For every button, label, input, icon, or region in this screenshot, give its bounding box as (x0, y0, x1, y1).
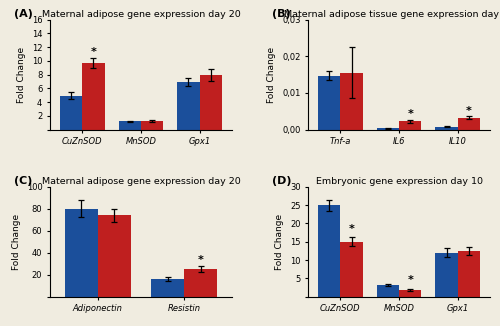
Text: (B): (B) (272, 8, 290, 19)
Text: *: * (348, 224, 354, 234)
Bar (118, 121, 141, 129)
Bar (98, 215, 130, 297)
Y-axis label: Fold Change: Fold Change (17, 47, 26, 103)
Title: Maternal adipose gene expression day 20: Maternal adipose gene expression day 20 (42, 10, 240, 19)
Bar (458, 251, 480, 297)
Bar (377, 285, 399, 297)
Y-axis label: Fold Change: Fold Change (276, 214, 284, 270)
Title: Embryonic gene expression day 10: Embryonic gene expression day 10 (316, 177, 482, 186)
Bar (60, 96, 82, 129)
Y-axis label: Fold Change: Fold Change (12, 214, 21, 270)
Text: *: * (408, 275, 413, 285)
Bar (399, 290, 421, 297)
Bar (200, 75, 222, 129)
Text: *: * (408, 109, 413, 119)
Bar (152, 279, 184, 297)
Title: Maternal adipose tissue gene expression day 20: Maternal adipose tissue gene expression … (284, 10, 500, 19)
Y-axis label: Fold Change: Fold Change (268, 47, 276, 103)
Text: (C): (C) (14, 176, 32, 186)
Bar (436, 126, 458, 129)
Bar (458, 118, 480, 129)
Text: *: * (90, 47, 96, 57)
Bar (184, 269, 217, 297)
Bar (399, 122, 421, 129)
Bar (340, 73, 362, 129)
Text: (D): (D) (272, 176, 291, 186)
Text: *: * (198, 255, 203, 265)
Text: *: * (466, 106, 472, 116)
Title: Maternal adipose gene expression day 20: Maternal adipose gene expression day 20 (42, 177, 240, 186)
Bar (141, 121, 163, 129)
Bar (318, 76, 340, 129)
Bar (340, 242, 362, 297)
Text: (A): (A) (14, 8, 32, 19)
Bar (64, 209, 98, 297)
Bar (178, 82, 200, 129)
Bar (82, 63, 104, 129)
Bar (436, 253, 458, 297)
Bar (377, 128, 399, 129)
Bar (318, 205, 340, 297)
